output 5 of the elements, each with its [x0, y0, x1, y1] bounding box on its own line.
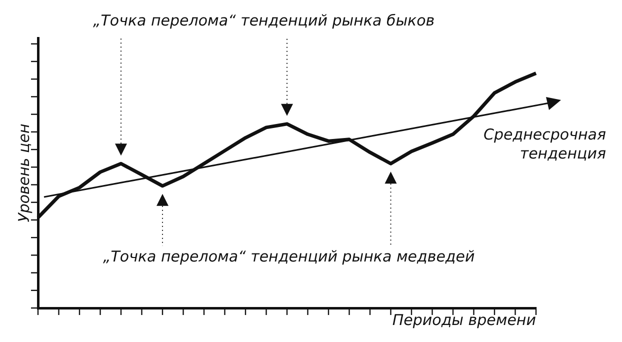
x-axis-title: Периоды времени: [392, 310, 536, 329]
annotation: „Точка перелома“ тенденций рынка медведей: [103, 247, 476, 266]
text: „Точка перелома“ тенденций рынка быков: [93, 11, 435, 30]
y-axis-title: Уровень цен: [14, 124, 33, 222]
annotation: Среднесрочная тенденция: [484, 125, 606, 162]
